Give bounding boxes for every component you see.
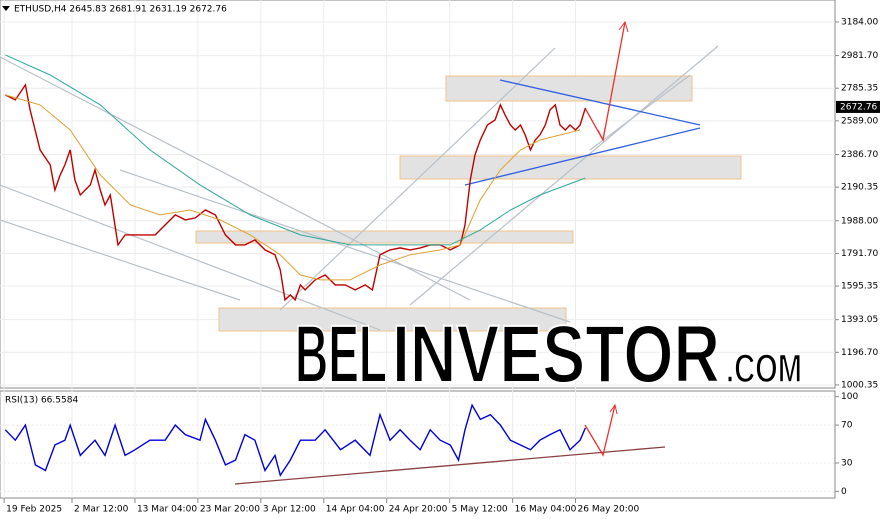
y-tick-label: 0 [841, 487, 847, 497]
y-tick-label: 2785.35 [841, 84, 878, 94]
menu-arrow[interactable] [2, 6, 10, 11]
arrow-head [618, 20, 629, 33]
x-tick-label: 16 May 04:00 [515, 505, 577, 515]
series-line [5, 94, 581, 281]
series-line [4, 403, 587, 477]
y-tick-label: 70 [841, 421, 853, 431]
price-tag [836, 100, 880, 113]
y-tick-label: 2589.00 [841, 116, 878, 126]
y-tick-label: 100 [841, 392, 858, 402]
y-tick-label: 1988.00 [841, 216, 878, 226]
x-tick-label: 24 Apr 20:00 [389, 505, 448, 515]
arrow-head [597, 127, 606, 142]
arrow [584, 404, 616, 457]
x-tick-label: 13 Mar 04:00 [137, 505, 197, 515]
trend-line [0, 56, 471, 301]
x-tick-label: 3 Apr 12:00 [263, 505, 316, 515]
x-tick-label: 23 Mar 20:00 [200, 505, 260, 515]
zones [195, 75, 742, 332]
trend-line [464, 127, 701, 186]
trend-line [409, 45, 719, 306]
trend-line [119, 169, 571, 323]
watermark-com: .COM [726, 347, 802, 391]
zone [399, 155, 742, 180]
trend-line [234, 446, 666, 485]
watermark-bel: BEL [295, 309, 387, 400]
zone [445, 75, 693, 102]
y-tick-label: 1000.35 [841, 380, 878, 390]
y-tick-label: 1595.35 [841, 282, 878, 292]
series-line [5, 54, 586, 246]
watermark-investor: INVESTOR [392, 309, 720, 400]
y-tick-label: 30 [841, 458, 853, 468]
rsi-header: RSI(13) 66.5584 [5, 396, 78, 406]
trend-line [279, 47, 556, 311]
trend-line [499, 79, 701, 126]
x-tick-label: 19 Feb 2025 [6, 505, 62, 515]
series-line [4, 83, 587, 302]
zone [195, 230, 574, 244]
trend-lines [0, 20, 719, 485]
trend-line [0, 184, 381, 331]
y-tick-label: 2981.70 [841, 51, 878, 61]
y-tick-label: 1196.70 [841, 348, 878, 358]
zone [218, 307, 567, 332]
watermark: BEL INVESTOR .COM [294, 308, 803, 401]
x-tick-label: 2 Mar 12:00 [74, 505, 129, 515]
y-tick-label: 2386.70 [841, 150, 878, 160]
y-tick-label: 1791.70 [841, 249, 878, 259]
rsi-panel [0, 390, 836, 499]
x-tick-label: 26 May 20:00 [578, 505, 640, 515]
price-tag-label: 2672.76 [840, 102, 877, 112]
y-tick-label: 1393.05 [841, 315, 878, 325]
arrow-head [609, 403, 618, 415]
price-header: ETHUSD,H4 2645.83 2681.91 2631.19 2672.7… [14, 5, 227, 15]
x-tick-label: 14 Apr 04:00 [326, 505, 385, 515]
y-tick-label: 2190.35 [841, 183, 878, 193]
trend-line [589, 74, 691, 151]
x-tick-label: 5 May 12:00 [452, 505, 508, 515]
y-tick-label: 3184.00 [841, 17, 878, 27]
trend-line [0, 219, 241, 301]
